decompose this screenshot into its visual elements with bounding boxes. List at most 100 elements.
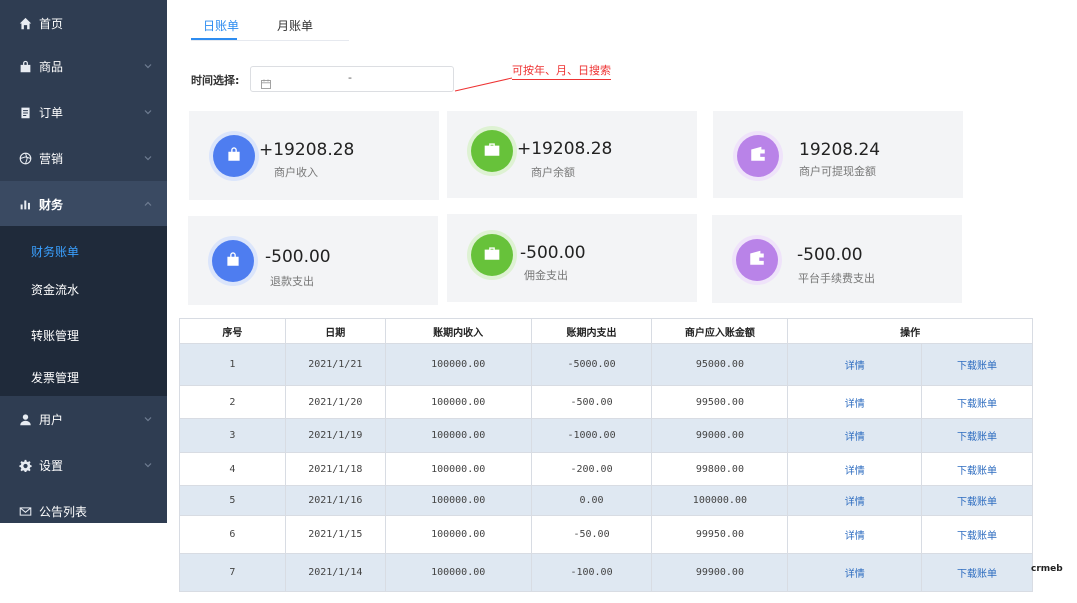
stat-card-label: 商户余额 — [531, 166, 575, 179]
cell-income: 100000.00 — [384, 485, 532, 516]
tab-monthly-bill[interactable]: 月账单 — [277, 19, 314, 33]
cell-income: 100000.00 — [384, 418, 532, 453]
cell-date: 2021/1/21 — [284, 343, 386, 386]
date-range-picker[interactable]: - — [250, 66, 454, 92]
stat-card-icon-circle — [736, 239, 778, 281]
stat-card-value: +19208.28 — [517, 139, 613, 159]
stat-card-value: -500.00 — [520, 243, 586, 263]
active-tab-indicator — [191, 38, 237, 40]
mail-icon — [18, 504, 32, 518]
stat-card-label: 退款支出 — [270, 275, 314, 288]
shopping-bag-icon — [224, 250, 242, 272]
stat-card-icon-circle — [212, 240, 254, 282]
cell-expense: -5000.00 — [530, 343, 653, 386]
download-bill-link[interactable]: 下载账单 — [921, 418, 1033, 453]
stat-card-merchant-income: +19208.28 商户收入 — [189, 111, 439, 200]
table-row: 5 2021/1/16 100000.00 0.00 100000.00 详情 下载账单 — [179, 485, 1033, 516]
stat-card-value: +19208.28 — [259, 140, 355, 160]
detail-link[interactable]: 详情 — [787, 485, 923, 516]
submenu-item-invoice[interactable]: 发票管理 — [31, 371, 80, 385]
sidebar-item-label: 设置 — [39, 458, 64, 473]
bill-tabs: 日账单 月账单 — [191, 10, 349, 41]
gear-icon — [18, 458, 32, 472]
detail-link[interactable]: 详情 — [787, 515, 923, 554]
cell-index: 2 — [179, 385, 286, 419]
detail-link[interactable]: 详情 — [787, 553, 923, 592]
cell-income: 100000.00 — [384, 385, 532, 419]
cell-date: 2021/1/16 — [284, 485, 386, 516]
cell-expense: -500.00 — [530, 385, 653, 419]
sidebar-item-home[interactable]: 首页 — [0, 0, 167, 46]
cell-amount: 100000.00 — [651, 485, 789, 516]
sidebar-item-label: 营销 — [39, 151, 64, 166]
submenu-item-cash-flow[interactable]: 资金流水 — [31, 283, 80, 297]
bill-table: 序号 日期 账期内收入 账期内支出 商户应入账金额 操作 1 2021/1/21 1… — [179, 318, 1033, 592]
cell-index: 6 — [179, 515, 286, 554]
stat-card-value: 19208.24 — [799, 140, 881, 160]
column-header-income: 账期内收入 — [384, 318, 532, 344]
table-row: 2 2021/1/20 100000.00 -500.00 99500.00 详情 下载账单 — [179, 385, 1033, 419]
cell-amount: 99950.00 — [651, 515, 789, 554]
download-bill-link[interactable]: 下载账单 — [921, 485, 1033, 516]
cell-index: 3 — [179, 418, 286, 453]
cell-amount: 95000.00 — [651, 343, 789, 386]
download-bill-link[interactable]: 下载账单 — [921, 385, 1033, 419]
sidebar-item-finance[interactable]: 财务 — [0, 181, 167, 227]
download-bill-link[interactable]: 下载账单 — [921, 452, 1033, 486]
cell-income: 100000.00 — [384, 452, 532, 486]
calendar-icon — [261, 74, 271, 89]
stat-card-merchant-balance: +19208.28 商户余额 — [447, 111, 697, 198]
stat-card-icon-circle — [471, 234, 513, 276]
sidebar-item-goods[interactable]: 商品 — [0, 43, 167, 89]
table-row: 6 2021/1/15 100000.00 -50.00 99950.00 详情 下载账单 — [179, 515, 1033, 554]
table-row: 1 2021/1/21 100000.00 -5000.00 95000.00 详情 下载账… — [179, 343, 1033, 386]
stat-card-commission-expense: -500.00 佣金支出 — [447, 214, 697, 302]
sidebar-item-label: 用户 — [39, 412, 64, 427]
cell-index: 7 — [179, 553, 286, 592]
date-filter-label: 时间选择: — [191, 74, 240, 87]
stat-card-value: -500.00 — [797, 245, 863, 265]
sidebar-item-users[interactable]: 用户 — [0, 396, 167, 442]
stat-card-label: 商户可提现金额 — [799, 165, 876, 178]
detail-link[interactable]: 详情 — [787, 418, 923, 453]
detail-link[interactable]: 详情 — [787, 385, 923, 419]
cell-expense: -200.00 — [530, 452, 653, 486]
sidebar-item-label: 订单 — [39, 105, 64, 120]
briefcase-icon — [483, 140, 501, 162]
download-bill-link[interactable]: 下载账单 — [921, 343, 1033, 386]
stat-card-label: 平台手续费支出 — [798, 272, 875, 285]
stat-card-withdrawable: 19208.24 商户可提现金额 — [713, 111, 963, 198]
date-range-separator: - — [348, 71, 352, 84]
cell-amount: 99900.00 — [651, 553, 789, 592]
cell-index: 4 — [179, 452, 286, 486]
sidebar-item-orders[interactable]: 订单 — [0, 89, 167, 135]
stat-card-label: 佣金支出 — [524, 269, 568, 282]
detail-link[interactable]: 详情 — [787, 343, 923, 386]
sidebar-item-marketing[interactable]: 营销 — [0, 135, 167, 181]
sidebar-item-label: 首页 — [39, 16, 64, 31]
wallet-icon — [749, 145, 767, 167]
table-header-row: 序号 日期 账期内收入 账期内支出 商户应入账金额 操作 — [179, 318, 1033, 344]
detail-link[interactable]: 详情 — [787, 452, 923, 486]
cell-expense: -50.00 — [530, 515, 653, 554]
chevron-down-icon — [143, 106, 153, 116]
tab-daily-bill[interactable]: 日账单 — [203, 19, 240, 33]
sidebar-item-settings[interactable]: 设置 — [0, 442, 167, 488]
sidebar-item-label: 商品 — [39, 59, 64, 74]
table-row: 7 2021/1/14 100000.00 -100.00 99900.00 详情 下载账单 — [179, 553, 1033, 592]
column-header-date: 日期 — [284, 318, 386, 344]
sidebar-item-announcements[interactable]: 公告列表 — [0, 488, 167, 534]
chevron-down-icon — [143, 413, 153, 423]
cell-date: 2021/1/15 — [284, 515, 386, 554]
sidebar-item-label: 财务 — [39, 197, 64, 212]
cell-date: 2021/1/19 — [284, 418, 386, 453]
submenu-item-transfer[interactable]: 转账管理 — [31, 329, 80, 343]
cell-amount: 99000.00 — [651, 418, 789, 453]
submenu-item-bills[interactable]: 财务账单 — [31, 245, 80, 259]
aperture-icon — [18, 151, 32, 165]
chevron-up-icon — [143, 198, 153, 208]
download-bill-link[interactable]: 下载账单 — [921, 553, 1033, 592]
bag-icon — [18, 59, 32, 73]
brand-logo-text: crmeb — [1031, 564, 1063, 574]
download-bill-link[interactable]: 下载账单 — [921, 515, 1033, 554]
